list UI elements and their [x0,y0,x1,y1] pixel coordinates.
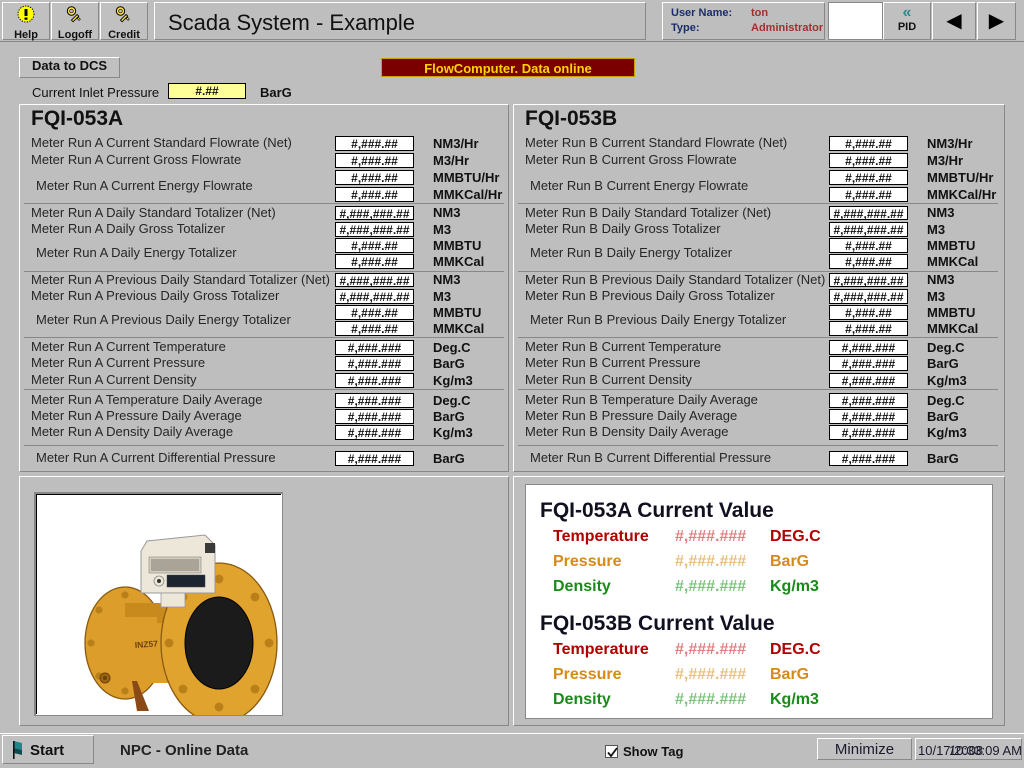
svg-text:INZ57: INZ57 [134,638,158,650]
